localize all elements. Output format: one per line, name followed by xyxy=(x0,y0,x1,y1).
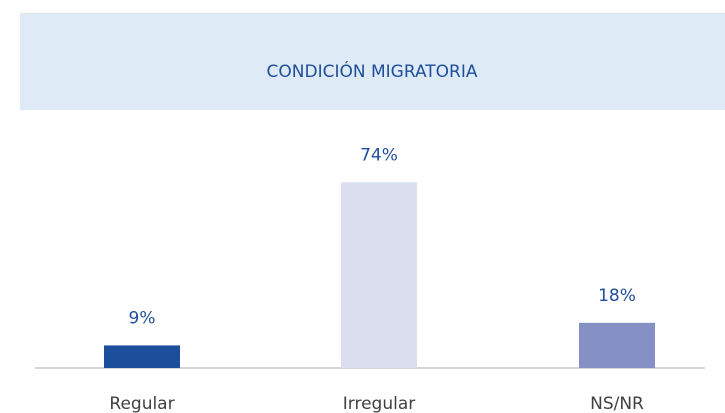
chart-title: CONDICIÓN MIGRATORIA xyxy=(267,60,478,82)
x-tick-label: NS/NR xyxy=(590,394,644,413)
bar xyxy=(341,182,417,368)
title-band xyxy=(20,13,725,110)
bar xyxy=(579,322,655,368)
value-label: 18% xyxy=(598,286,636,306)
value-label: 74% xyxy=(360,145,398,165)
bar xyxy=(104,345,180,368)
value-label: 9% xyxy=(129,308,156,328)
x-tick-label: Irregular xyxy=(343,394,415,413)
x-tick-label: Regular xyxy=(109,394,174,413)
